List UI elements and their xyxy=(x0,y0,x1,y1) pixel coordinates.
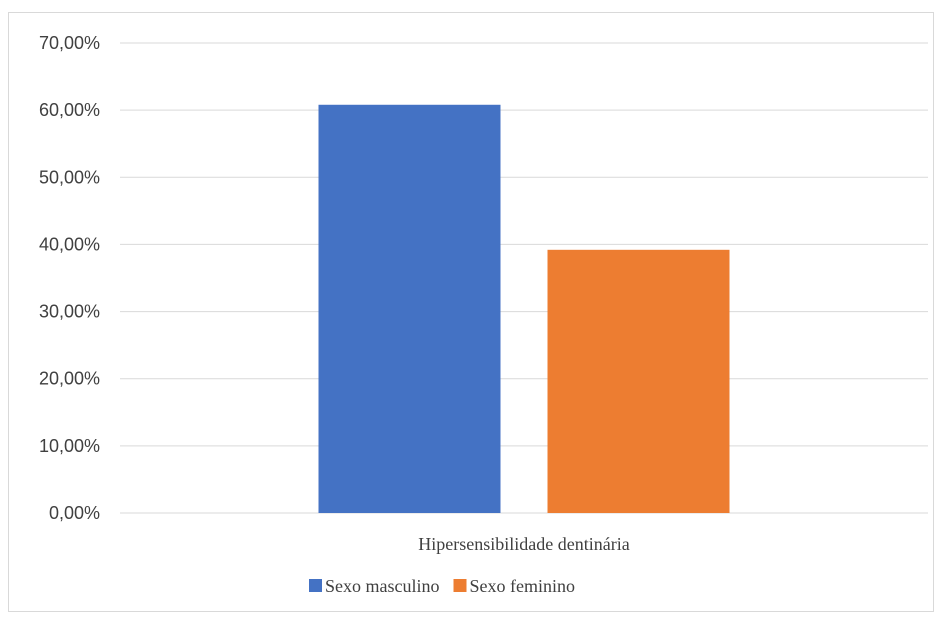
y-tick-label-6: 60,00% xyxy=(39,100,100,120)
x-axis: Hipersensibilidade dentinária xyxy=(418,534,629,554)
bar-sexo-masculino xyxy=(318,104,501,514)
legend-swatch-0 xyxy=(309,579,322,592)
bar-sexo-feminino xyxy=(547,249,730,514)
x-category-label-0: Hipersensibilidade dentinária xyxy=(418,534,629,554)
legend-swatch-1 xyxy=(453,579,467,592)
legend-label-0: Sexo masculino xyxy=(325,576,440,596)
y-axis-tick-labels: 0,00% 10,00% 20,00% 30,00% 40,00% 50,00% 60,00… xyxy=(39,33,100,523)
bars xyxy=(318,104,730,514)
y-tick-label-7: 70,00% xyxy=(39,33,100,53)
y-tick-label-4: 40,00% xyxy=(39,234,100,254)
y-tick-label-5: 50,00% xyxy=(39,167,100,187)
y-tick-label-2: 20,00% xyxy=(39,369,100,389)
legend: Sexo masculino Sexo feminino xyxy=(309,576,575,596)
y-tick-label-0: 0,00% xyxy=(49,503,100,523)
legend-label-1: Sexo feminino xyxy=(470,576,576,596)
y-tick-label-3: 30,00% xyxy=(39,302,100,322)
y-tick-label-1: 10,00% xyxy=(39,436,100,456)
gridlines xyxy=(120,42,928,514)
